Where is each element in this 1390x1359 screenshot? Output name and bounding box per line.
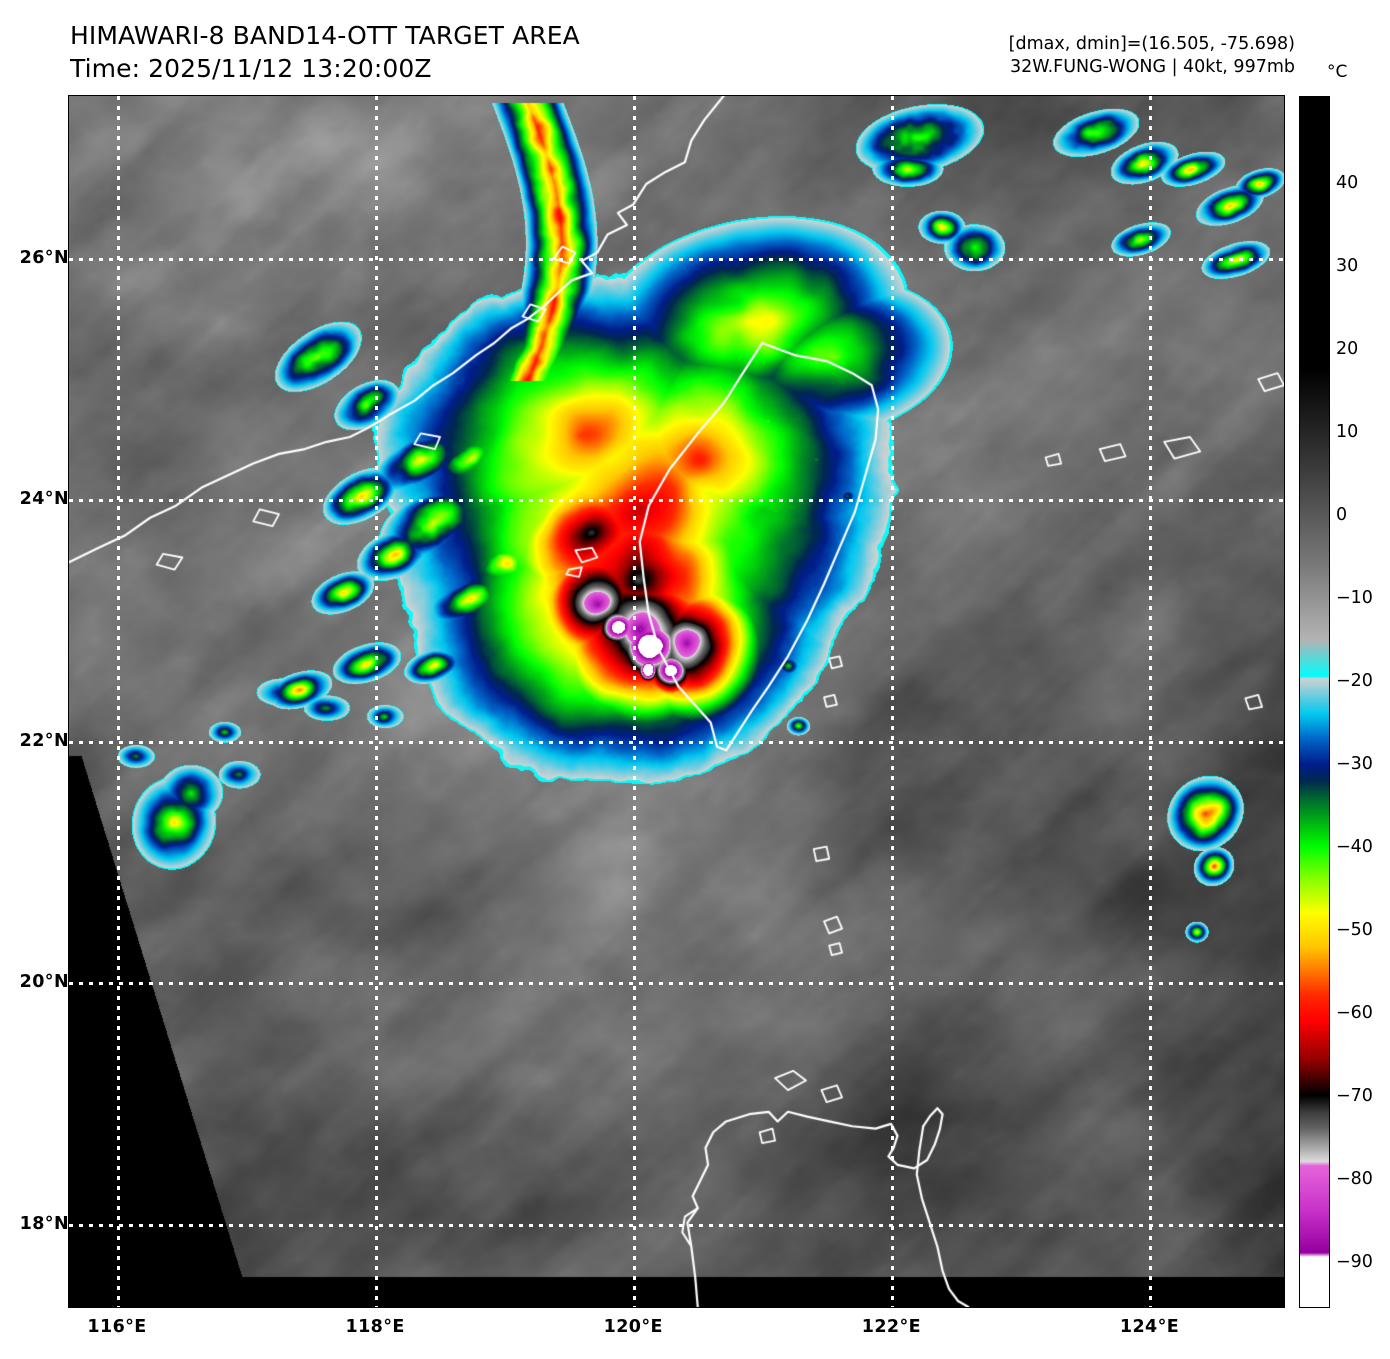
colorbar-tick-10: −60 — [1336, 1003, 1373, 1024]
colorbar-tick-12: −80 — [1336, 1169, 1373, 1190]
colorbar-tick-11: −70 — [1336, 1086, 1373, 1107]
colorbar-tick-6: −20 — [1336, 671, 1373, 692]
colorbar — [1299, 96, 1330, 1308]
colorbar-tick-8: −40 — [1336, 837, 1373, 858]
lat-tick-label-4: 18°N — [19, 1213, 69, 1234]
title-block: HIMAWARI-8 BAND14-OTT TARGET AREA Time: … — [70, 20, 580, 85]
colorbar-tick-9: −50 — [1336, 920, 1373, 941]
timestamp-label: Time: 2025/11/12 13:20:00Z — [70, 53, 432, 83]
colorbar-tick-4: 0 — [1336, 505, 1348, 526]
colorbar-unit-label: °C — [1327, 62, 1348, 82]
colorbar-tick-0: 40 — [1336, 173, 1359, 194]
colorbar-tick-13: −90 — [1336, 1252, 1373, 1273]
colorbar-tick-7: −30 — [1336, 754, 1373, 775]
storm-info-label: 32W.FUNG-WONG | 40kt, 997mb — [1010, 57, 1295, 78]
satellite-image-plot: Copyright © 2020-2025 Dapiya — [68, 95, 1285, 1308]
colorbar-tick-5: −10 — [1336, 588, 1373, 609]
lon-tick-label-3: 122°E — [861, 1317, 921, 1337]
lon-tick-label-2: 120°E — [603, 1317, 663, 1337]
dmax-dmin-label: [dmax, dmin]=(16.505, -75.698) — [1008, 34, 1295, 54]
lat-tick-label-1: 24°N — [19, 489, 69, 510]
lat-tick-label-0: 26°N — [19, 247, 69, 268]
colorbar-tick-2: 20 — [1336, 339, 1359, 360]
page-title: HIMAWARI-8 BAND14-OTT TARGET AREA — [70, 21, 580, 50]
lon-tick-label-0: 116°E — [87, 1317, 147, 1337]
lat-tick-label-3: 20°N — [19, 972, 69, 993]
lon-tick-label-4: 124°E — [1119, 1317, 1180, 1337]
colorbar-tick-3: 10 — [1336, 422, 1359, 443]
colorbar-tick-1: 30 — [1336, 256, 1359, 277]
satellite-imagery-canvas — [69, 96, 1284, 1307]
lat-tick-label-2: 22°N — [19, 730, 69, 751]
colorbar-gradient — [1300, 97, 1329, 1307]
lon-tick-label-1: 118°E — [345, 1317, 405, 1337]
metadata-block: [dmax, dmin]=(16.505, -75.698) 32W.FUNG-… — [1009, 33, 1295, 80]
